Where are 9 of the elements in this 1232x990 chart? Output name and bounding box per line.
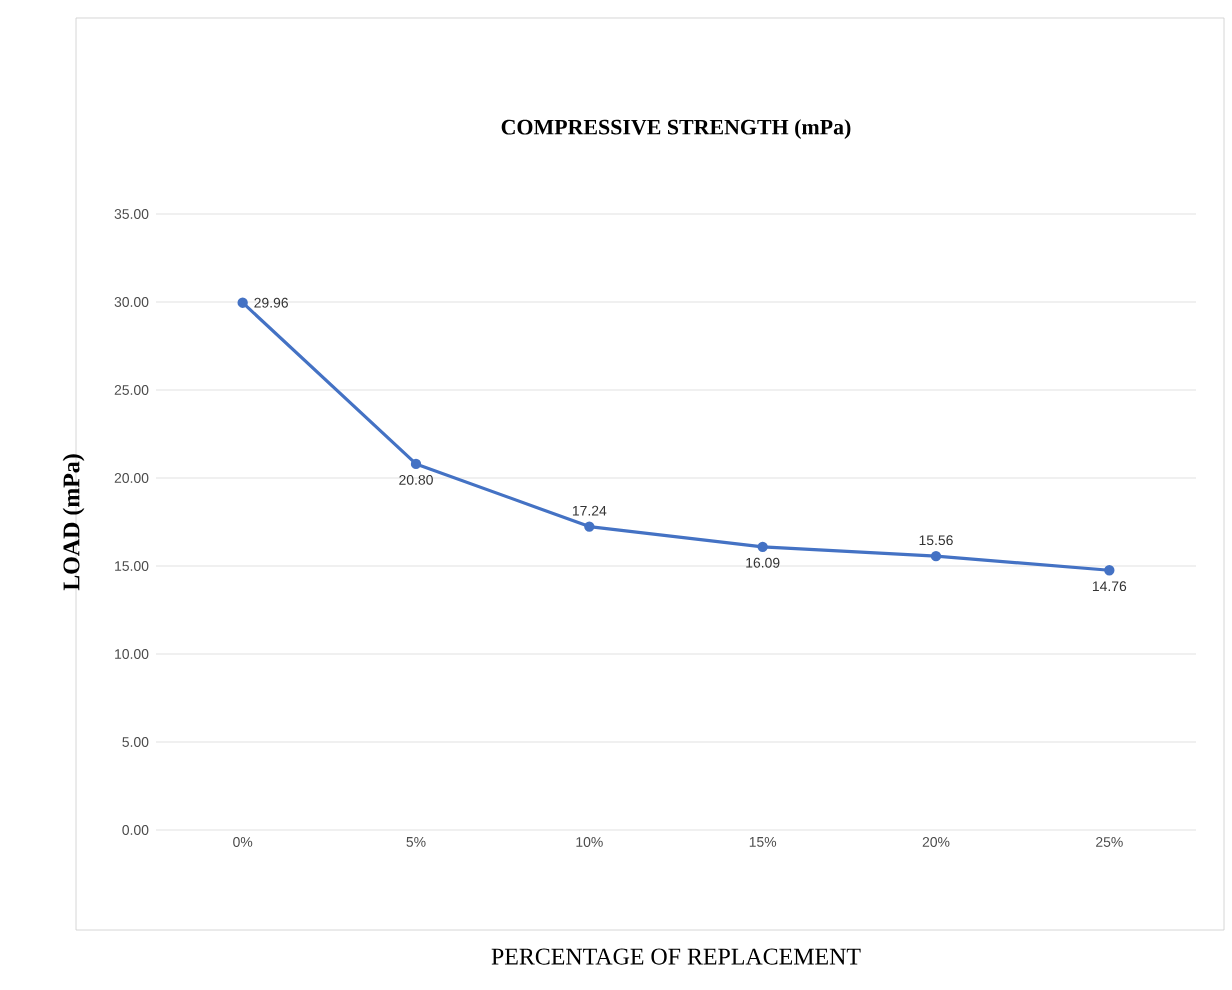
y-axis-title: LOAD (mPa) [62,454,85,591]
point [584,521,595,532]
x-axis-title: PERCENTAGE OF REPLACEMENT [491,948,861,965]
chart-title: COMPRESSIVE STRENGTH (mPa) [501,119,851,139]
point [237,297,248,308]
point [757,541,768,553]
point [1104,565,1115,576]
point [410,458,422,470]
point [930,550,942,562]
